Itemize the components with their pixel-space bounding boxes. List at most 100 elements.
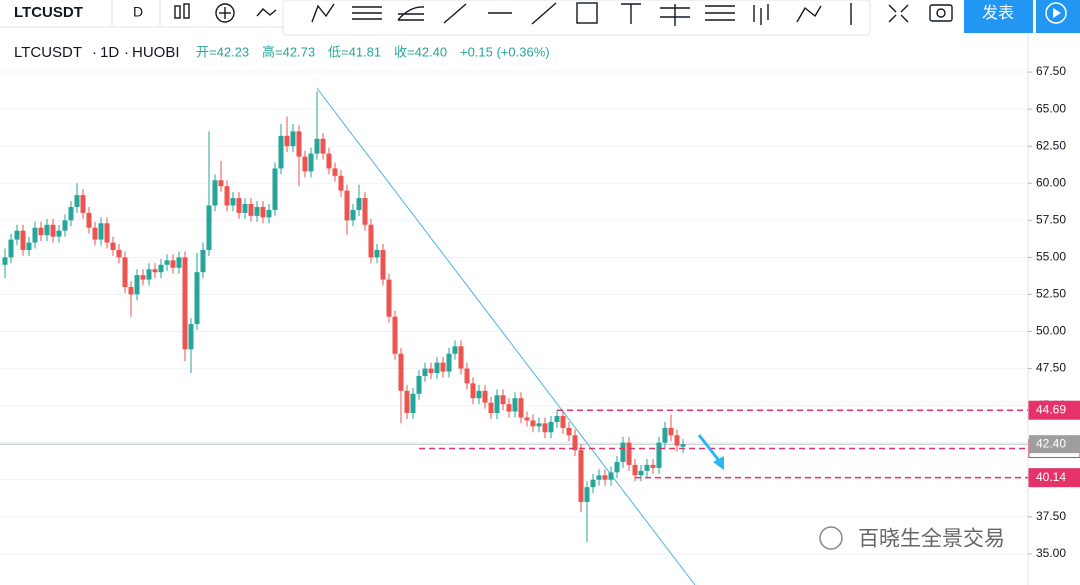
candle-body bbox=[188, 324, 194, 350]
candle-body bbox=[608, 472, 614, 480]
candle-body bbox=[206, 205, 212, 250]
candle-body bbox=[512, 398, 518, 412]
candle-body bbox=[374, 249, 380, 258]
candle-body bbox=[398, 353, 404, 391]
candle-body bbox=[68, 206, 74, 221]
candle-body bbox=[92, 227, 98, 240]
toolbar-icons bbox=[174, 3, 277, 23]
candle-body bbox=[536, 423, 542, 427]
candle-body bbox=[230, 198, 236, 206]
compare-icon[interactable] bbox=[256, 8, 277, 17]
y-tick-label: 37.50 bbox=[1036, 509, 1066, 523]
ohlc-low: 低=41.81 bbox=[328, 44, 381, 59]
candle-body bbox=[560, 415, 566, 428]
candle-body bbox=[146, 269, 152, 280]
candle-body bbox=[26, 242, 32, 250]
indicator-icon[interactable] bbox=[215, 3, 235, 23]
candle-body bbox=[290, 131, 296, 147]
level-label: 44.69 bbox=[1036, 402, 1066, 416]
candle-body bbox=[404, 390, 410, 414]
candle-body bbox=[134, 275, 140, 295]
watermark: 百晓生全景交易 bbox=[819, 526, 1005, 551]
arrow-head bbox=[713, 456, 724, 470]
pattern-tool[interactable] bbox=[311, 3, 335, 23]
candle-body bbox=[20, 230, 26, 250]
legend-symbol: LTCUSDT bbox=[14, 44, 82, 61]
path-tool[interactable] bbox=[796, 5, 822, 23]
candle-body bbox=[62, 220, 68, 231]
candle-body bbox=[122, 257, 128, 288]
candle-body bbox=[74, 195, 80, 207]
candle-body bbox=[650, 464, 656, 468]
candle-body bbox=[182, 257, 188, 350]
candle-body bbox=[524, 417, 530, 421]
rect-tool[interactable] bbox=[576, 2, 598, 24]
candle-body bbox=[614, 461, 620, 473]
play-icon bbox=[1053, 8, 1061, 18]
bars-tool[interactable] bbox=[753, 4, 769, 25]
trend-tool[interactable] bbox=[531, 2, 557, 25]
y-tick-label: 52.50 bbox=[1036, 287, 1066, 301]
candle-body bbox=[488, 402, 494, 414]
toolbar-symbol[interactable]: LTCUSDT bbox=[14, 4, 83, 21]
forecast-tool[interactable] bbox=[705, 5, 735, 21]
ohlc-high: 高=42.73 bbox=[262, 44, 315, 59]
arrow-tool[interactable] bbox=[443, 3, 467, 24]
candle-body bbox=[674, 435, 680, 446]
ohlc-change: +0.15 (+0.36%) bbox=[460, 44, 550, 59]
candle-icon[interactable] bbox=[183, 3, 190, 19]
text-tool[interactable] bbox=[621, 3, 641, 24]
candle-body bbox=[596, 475, 602, 480]
candle-body bbox=[158, 264, 164, 273]
candle-body bbox=[128, 287, 134, 295]
gann-tool[interactable] bbox=[397, 6, 425, 21]
candle-body bbox=[344, 190, 350, 221]
candle-body bbox=[152, 269, 158, 273]
legend-interval: 1D bbox=[100, 44, 119, 61]
candle-body bbox=[380, 249, 386, 280]
candle-body bbox=[542, 423, 548, 433]
candle-body bbox=[278, 135, 284, 169]
candle-body bbox=[80, 195, 86, 213]
publish-label[interactable]: 发表 bbox=[982, 4, 1014, 22]
ohlc-close: 收=42.40 bbox=[394, 44, 447, 59]
candle-body bbox=[482, 390, 488, 403]
candle-body bbox=[236, 198, 242, 213]
fib-tool[interactable] bbox=[352, 6, 382, 20]
candle-body bbox=[116, 249, 122, 258]
candle-icon[interactable] bbox=[174, 5, 181, 19]
y-tick-label: 65.00 bbox=[1036, 101, 1066, 115]
candle-body bbox=[296, 131, 302, 157]
publish-button[interactable] bbox=[964, 0, 1033, 33]
candle-body bbox=[104, 223, 110, 243]
legend-dot: · bbox=[92, 44, 97, 61]
candle-body bbox=[530, 420, 536, 427]
candle-body bbox=[452, 346, 458, 354]
candle-body bbox=[50, 224, 56, 237]
candle-body bbox=[248, 204, 254, 216]
ohlc: 开=42.23 高=42.73 低=41.81 收=42.40 +0.15 (+… bbox=[196, 44, 550, 59]
candle-body bbox=[392, 316, 398, 354]
candle-body bbox=[218, 180, 224, 187]
candle-body bbox=[32, 227, 38, 243]
candle-body bbox=[464, 368, 470, 384]
play-button[interactable] bbox=[1036, 0, 1080, 33]
candle-body bbox=[38, 227, 44, 236]
y-tick-label: 60.00 bbox=[1036, 175, 1066, 189]
y-tick-label: 50.00 bbox=[1036, 324, 1066, 338]
candle-body bbox=[194, 272, 200, 325]
candle-body bbox=[86, 212, 92, 228]
toolbar-interval[interactable]: D bbox=[133, 4, 143, 20]
fullscreen-icon[interactable] bbox=[888, 4, 909, 23]
candle-body bbox=[356, 198, 362, 210]
candle-body bbox=[584, 487, 590, 502]
candle-body bbox=[410, 393, 416, 414]
candle-body bbox=[572, 435, 578, 451]
arrow-annotation bbox=[697, 434, 722, 463]
measure-tool[interactable] bbox=[660, 4, 690, 26]
candle-body bbox=[632, 464, 638, 476]
candle-body bbox=[254, 206, 260, 216]
snapshot-icon[interactable] bbox=[929, 4, 953, 22]
candle-body bbox=[440, 362, 446, 372]
candle-body bbox=[266, 209, 272, 218]
